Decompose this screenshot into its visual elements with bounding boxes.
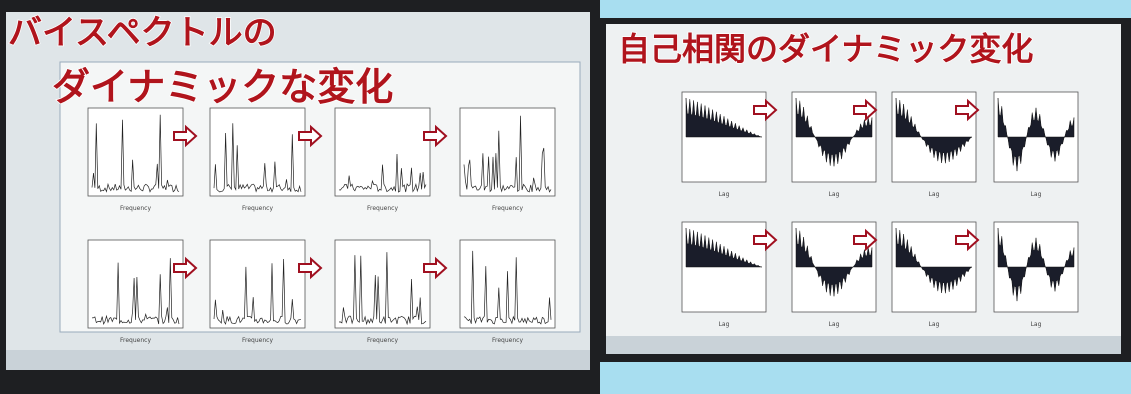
- caption: 自己相関のダイナミック変化: [618, 30, 1033, 68]
- x-axis-label: Lag: [929, 321, 940, 328]
- plot-frame: [88, 108, 183, 196]
- x-axis-label: Frequency: [367, 337, 398, 344]
- plot-frame: [335, 108, 430, 196]
- x-axis-label: Frequency: [242, 205, 273, 212]
- x-axis-label: Lag: [929, 191, 940, 198]
- x-axis-label: Lag: [719, 321, 730, 328]
- x-axis-label: Lag: [1031, 191, 1042, 198]
- x-axis-label: Lag: [719, 191, 730, 198]
- caption-line: バイスペクトルの: [8, 13, 277, 53]
- x-axis-label: Frequency: [242, 337, 273, 344]
- x-axis-label: Frequency: [367, 205, 398, 212]
- plot-frame: [460, 108, 555, 196]
- x-axis-label: Lag: [829, 321, 840, 328]
- x-axis-label: Frequency: [120, 205, 151, 212]
- photo-collage: Frequency Frequency Frequency Frequency Freq…: [0, 0, 1131, 394]
- x-axis-label: Frequency: [120, 337, 151, 344]
- caption-line: ダイナミックな変化: [52, 65, 393, 109]
- x-axis-label: Lag: [829, 191, 840, 198]
- plot-frame: [210, 240, 305, 328]
- left-taskbar: [6, 350, 590, 370]
- right-taskbar: [606, 336, 1121, 354]
- x-axis-label: Lag: [1031, 321, 1042, 328]
- x-axis-label: Frequency: [492, 337, 523, 344]
- plot-frame: [335, 240, 430, 328]
- x-axis-label: Frequency: [492, 205, 523, 212]
